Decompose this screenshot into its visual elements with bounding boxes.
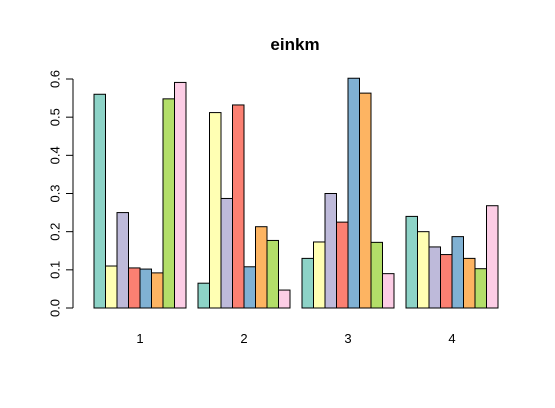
bar-group2-series3 <box>220 197 233 309</box>
bar-group3-series5 <box>347 77 360 309</box>
bar-group1-series5 <box>139 268 152 309</box>
x-tick-label: 1 <box>136 331 143 346</box>
bar-group2-series6 <box>255 226 268 309</box>
bar-group4-series6 <box>463 257 476 309</box>
bar-group1-series3 <box>116 212 129 309</box>
bar-group2-series5 <box>243 266 256 309</box>
bar-group2-series4 <box>232 104 245 309</box>
y-tick-label: 0.2 <box>48 223 63 241</box>
bars-group <box>93 77 499 309</box>
bar-group2-series7 <box>266 239 279 309</box>
bar-group3-series7 <box>370 241 383 309</box>
bar-group1-series4 <box>128 267 141 309</box>
bar-group3-series8 <box>382 273 395 309</box>
bar-group4-series8 <box>486 205 499 309</box>
bar-group4-series5 <box>451 236 464 309</box>
y-tick-label: 0.4 <box>48 146 63 164</box>
bar-group3-series3 <box>324 193 337 309</box>
bar-group3-series4 <box>336 221 349 309</box>
y-tick-label: 0.5 <box>48 108 63 126</box>
bar-group1-series2 <box>105 265 118 309</box>
y-tick-label: 0.6 <box>48 70 63 88</box>
bar-group3-series2 <box>313 241 326 309</box>
bar-group1-series1 <box>93 93 106 309</box>
bar-group4-series4 <box>440 254 453 309</box>
x-axis-labels: 1 2 3 4 <box>136 331 455 346</box>
bar-group1-series6 <box>151 272 164 309</box>
bar-group3-series6 <box>359 92 372 309</box>
x-tick-label: 3 <box>344 331 351 346</box>
bar-group1-series8 <box>174 81 187 309</box>
bar-group2-series8 <box>278 289 291 309</box>
bar-group4-series1 <box>405 215 418 309</box>
bar-group4-series3 <box>428 246 441 309</box>
y-tick-label: 0.1 <box>48 261 63 279</box>
x-tick-label: 4 <box>448 331 455 346</box>
bar-group3-series1 <box>301 257 314 309</box>
y-tick-label: 0.3 <box>48 184 63 202</box>
y-axis: 0.0 0.1 0.2 0.3 0.4 0.5 0.6 <box>48 70 74 317</box>
bar-group4-series7 <box>474 268 487 309</box>
bar-group2-series2 <box>209 112 222 309</box>
x-tick-label: 2 <box>240 331 247 346</box>
bar-group4-series2 <box>417 231 430 309</box>
bar-group2-series1 <box>197 282 210 309</box>
chart-title: einkm <box>270 35 319 54</box>
bar-group1-series7 <box>162 98 175 309</box>
y-tick-label: 0.0 <box>48 299 63 317</box>
